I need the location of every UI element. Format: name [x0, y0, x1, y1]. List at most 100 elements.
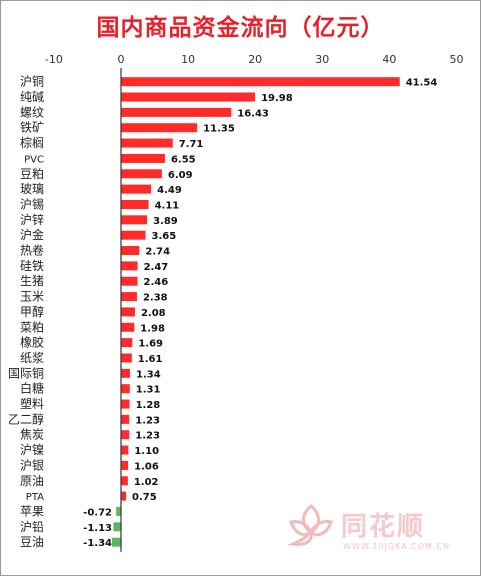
watermark-logo: 同花顺 WWW.10JQKA.COM.CN [283, 500, 468, 556]
category-label: 甲醇 [20, 304, 44, 319]
bar [121, 338, 133, 348]
value-label: 1.28 [136, 400, 161, 411]
value-label: 1.23 [135, 431, 160, 442]
flower-logo-icon [287, 504, 333, 546]
category-label: 棕榈 [20, 135, 44, 150]
category-label: PTA [26, 492, 44, 503]
bar [121, 322, 135, 332]
category-label: 玻璃 [20, 182, 44, 196]
value-label: 19.98 [261, 93, 293, 104]
category-label: 白糖 [20, 381, 44, 396]
category-label: 铁矿 [20, 121, 44, 135]
bar [121, 292, 137, 302]
value-label: 2.38 [143, 293, 168, 304]
category-label: PVC [24, 154, 44, 165]
category-label: 焦炭 [20, 428, 44, 442]
x-tick-label: 40 [382, 53, 396, 66]
category-label: 沪铅 [20, 520, 44, 534]
value-label: 6.55 [171, 154, 196, 165]
watermark-url: WWW.10JQKA.COM.CN [343, 542, 451, 551]
value-label: 1.34 [136, 369, 161, 380]
value-label: -1.13 [83, 523, 112, 534]
category-label: 苹果 [20, 504, 44, 518]
value-label: 6.09 [168, 170, 193, 181]
bar [121, 123, 198, 133]
bar [121, 261, 138, 271]
value-label: 41.54 [406, 78, 438, 89]
x-tick-label: -10 [45, 53, 63, 66]
value-label: -1.34 [83, 538, 112, 549]
chart-title: 国内商品资金流向（亿元） [96, 15, 385, 41]
value-label: -0.72 [83, 507, 112, 518]
bar [121, 445, 129, 455]
bar [121, 368, 130, 378]
bar [121, 138, 173, 148]
bar [121, 199, 149, 209]
bar [112, 537, 121, 547]
category-label: 豆油 [20, 535, 44, 549]
bar [121, 430, 130, 440]
value-label: 11.35 [203, 124, 235, 135]
category-label: 沪镍 [20, 443, 44, 457]
category-label: 生猪 [20, 274, 44, 288]
x-tick-label: 0 [118, 53, 125, 66]
category-label: 沪银 [20, 458, 44, 472]
bar [121, 246, 140, 256]
value-label: 3.65 [151, 231, 176, 242]
value-label: 1.23 [135, 415, 160, 426]
bar [121, 460, 129, 470]
category-label: 国际铜 [8, 365, 44, 380]
bar [121, 92, 256, 102]
category-label: 纸浆 [20, 350, 44, 365]
bar [121, 276, 138, 286]
bar [113, 522, 121, 532]
category-label: 原油 [20, 474, 44, 488]
bar [121, 491, 127, 501]
value-label: 1.61 [138, 354, 163, 365]
value-label: 0.75 [132, 492, 157, 503]
value-label: 2.46 [144, 277, 169, 288]
bar [121, 215, 148, 225]
category-label: 热卷 [20, 243, 44, 258]
value-label: 1.02 [134, 477, 159, 488]
category-label: 纯碱 [20, 90, 44, 104]
category-label: 塑料 [20, 396, 44, 411]
bar [116, 506, 121, 516]
value-label: 1.98 [140, 323, 165, 334]
category-label: 乙二醇 [8, 411, 44, 426]
category-label: 沪金 [20, 227, 44, 242]
category-label: 橡胶 [20, 335, 44, 350]
category-label: 硅铁 [20, 259, 44, 273]
value-label: 2.08 [141, 308, 166, 319]
value-label: 1.10 [134, 446, 159, 457]
x-tick-label: 10 [181, 53, 195, 66]
value-label: 16.43 [237, 108, 269, 119]
category-label: 玉米 [20, 290, 44, 304]
bar [121, 353, 132, 363]
category-label: 沪锡 [20, 196, 44, 211]
value-label: 2.74 [145, 247, 170, 258]
category-label: 沪锌 [20, 213, 44, 227]
bar [121, 414, 130, 424]
bar [121, 107, 232, 117]
bar [121, 169, 162, 179]
value-label: 4.49 [157, 185, 182, 196]
category-label: 豆粕 [20, 166, 44, 181]
bar [121, 184, 152, 194]
value-label: 7.71 [179, 139, 204, 150]
x-tick-label: 20 [248, 53, 262, 66]
x-tick-label: 50 [450, 53, 464, 66]
value-label: 2.47 [144, 262, 169, 273]
value-label: 1.06 [134, 461, 159, 472]
bar [121, 153, 165, 163]
bar [121, 384, 130, 394]
bar [121, 476, 128, 486]
bar [121, 230, 146, 240]
x-tick-label: 30 [315, 53, 329, 66]
value-label: 1.31 [136, 385, 161, 396]
value-label: 4.11 [155, 200, 180, 211]
bar [121, 399, 130, 409]
bar [121, 307, 135, 317]
value-label: 3.89 [153, 216, 178, 227]
bar [121, 77, 400, 87]
